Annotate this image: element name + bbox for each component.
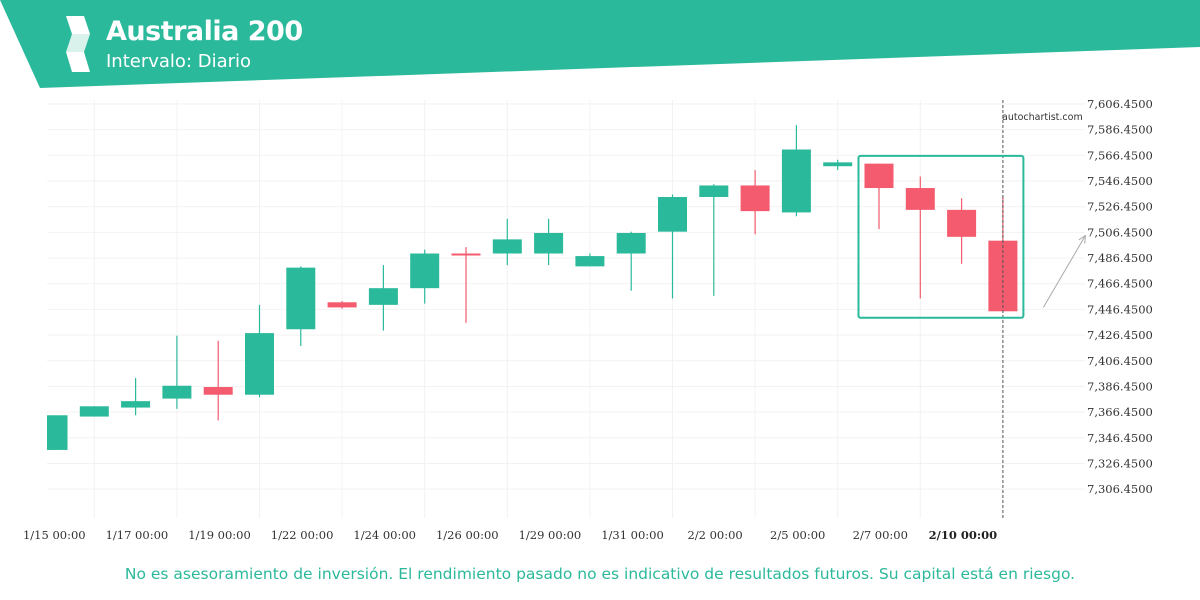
date-tick-label: 1/24 00:00: [353, 528, 416, 542]
price-tick-label: 7,426.4500: [1087, 328, 1153, 342]
watermark-text: autochartist.com: [1002, 112, 1083, 123]
candle-body: [575, 256, 605, 267]
price-tick-label: 7,306.4500: [1087, 482, 1153, 496]
price-tick-label: 7,546.4500: [1087, 174, 1153, 188]
price-tick-label: 7,466.4500: [1087, 277, 1153, 291]
price-tick-label: 7,586.4500: [1087, 123, 1153, 137]
candle-body: [410, 253, 440, 289]
price-tick-label: 7,366.4500: [1087, 405, 1153, 419]
candle-body: [492, 239, 522, 254]
candle-body: [79, 406, 109, 417]
date-tick-label: 2/10 00:00: [929, 528, 997, 542]
candle-body: [864, 163, 894, 189]
header-band: [0, 0, 1200, 88]
price-tick-label: 7,566.4500: [1087, 148, 1153, 162]
price-tick-label: 7,526.4500: [1087, 200, 1153, 214]
overlays: [857, 100, 1086, 518]
pattern-box: [857, 154, 1025, 319]
candle-body: [451, 253, 481, 256]
candle-body: [47, 415, 68, 450]
date-tick-label: 2/2 00:00: [687, 528, 742, 542]
date-tick-label: 2/7 00:00: [853, 528, 908, 542]
price-tick-label: 7,346.4500: [1087, 431, 1153, 445]
candle-body: [245, 333, 274, 395]
date-tick-label: 1/22 00:00: [271, 528, 334, 542]
date-tick-label: 1/26 00:00: [436, 528, 499, 542]
price-tick-label: 7,446.4500: [1087, 302, 1153, 316]
forecast-arrow: [1042, 235, 1086, 308]
autochartist-logo: [66, 16, 90, 72]
header-background: [0, 0, 1200, 88]
candle-body: [740, 185, 770, 212]
date-tick-label: 2/5 00:00: [770, 528, 825, 542]
forecast-arrow-head: [1078, 234, 1086, 244]
candle-body: [616, 232, 646, 254]
candle-body: [534, 232, 564, 254]
grid: [47, 100, 1085, 518]
candle-body: [162, 385, 192, 399]
candle-body: [121, 401, 151, 408]
price-tick-label: 7,506.4500: [1087, 225, 1153, 239]
candle-body: [947, 209, 977, 237]
candle-body: [368, 288, 398, 305]
axes: 7,306.4500 7,326.4500 7,346.4500 7,366.4500…: [23, 97, 1153, 542]
interval-subtitle: Intervalo: Diario: [106, 51, 252, 72]
price-tick-label: 7,486.4500: [1087, 251, 1153, 265]
candles: [47, 125, 1018, 450]
candle-body: [658, 197, 687, 232]
instrument-title: Australia 200: [106, 16, 303, 47]
candle-body: [781, 149, 811, 213]
candle-body: [699, 185, 729, 198]
candle-body: [286, 267, 316, 330]
date-tick-label: 1/19 00:00: [188, 528, 251, 542]
price-tick-label: 7,606.4500: [1087, 97, 1153, 111]
candle-body: [327, 302, 357, 308]
price-tick-label: 7,326.4500: [1087, 456, 1153, 470]
price-tick-label: 7,406.4500: [1087, 354, 1153, 368]
candle-body: [823, 162, 853, 167]
disclaimer-text: No es asesoramiento de inversión. El ren…: [124, 565, 1076, 583]
price-tick-label: 7,386.4500: [1087, 379, 1153, 393]
candlestick-chart: 7,306.4500 7,326.4500 7,346.4500 7,366.4500…: [23, 97, 1153, 542]
date-tick-label: 1/31 00:00: [601, 528, 664, 542]
date-tick-label: 1/29 00:00: [519, 528, 582, 542]
candle-body: [905, 188, 935, 210]
date-tick-label: 1/17 00:00: [106, 528, 169, 542]
date-tick-label: 1/15 00:00: [23, 528, 86, 542]
candle-body: [203, 387, 233, 395]
